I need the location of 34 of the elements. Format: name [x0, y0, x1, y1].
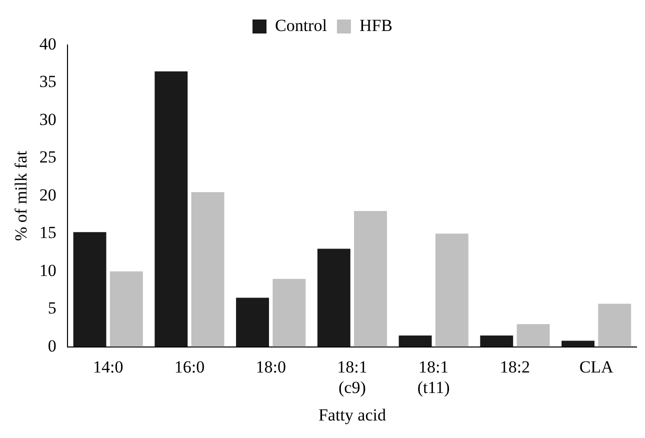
x-tick-label: 18:1 (c9) — [337, 357, 368, 397]
x-tick-label: 14:0 — [92, 357, 124, 376]
bar — [317, 248, 350, 347]
bar — [435, 234, 468, 347]
bar — [110, 271, 143, 347]
y-tick-label: 35 — [39, 72, 56, 92]
bar — [154, 71, 188, 347]
y-tick-label: 10 — [39, 260, 56, 280]
y-tick-label: 0 — [48, 336, 56, 356]
y-tick-label: 20 — [39, 185, 56, 204]
bar — [598, 304, 632, 347]
bar — [354, 210, 387, 347]
legend-label: HFB — [359, 16, 393, 35]
x-tick-label: 16:0 — [174, 357, 205, 376]
bar — [398, 335, 432, 347]
x-tick-label: 18:0 — [256, 357, 286, 376]
x-axis-title: Fatty acid — [318, 405, 386, 424]
y-tick-label: 30 — [39, 110, 56, 129]
y-axis-title: % of milk fat — [12, 150, 31, 241]
bar — [191, 192, 224, 347]
x-tick-label: 18:2 — [500, 357, 530, 376]
y-tick-label: 25 — [39, 148, 56, 167]
bar — [562, 340, 594, 347]
x-tick-label: CLA — [579, 357, 614, 376]
y-tick-label: 15 — [39, 223, 56, 242]
bar — [480, 335, 514, 347]
x-tick-label: 18:1 (t11) — [417, 357, 450, 397]
y-tick-label: 40 — [39, 34, 56, 54]
y-tick-label: 5 — [48, 298, 56, 318]
bar — [272, 278, 306, 347]
bar — [236, 298, 269, 347]
bar — [516, 324, 550, 347]
bar — [73, 232, 106, 347]
legend-label: Control — [274, 16, 328, 35]
